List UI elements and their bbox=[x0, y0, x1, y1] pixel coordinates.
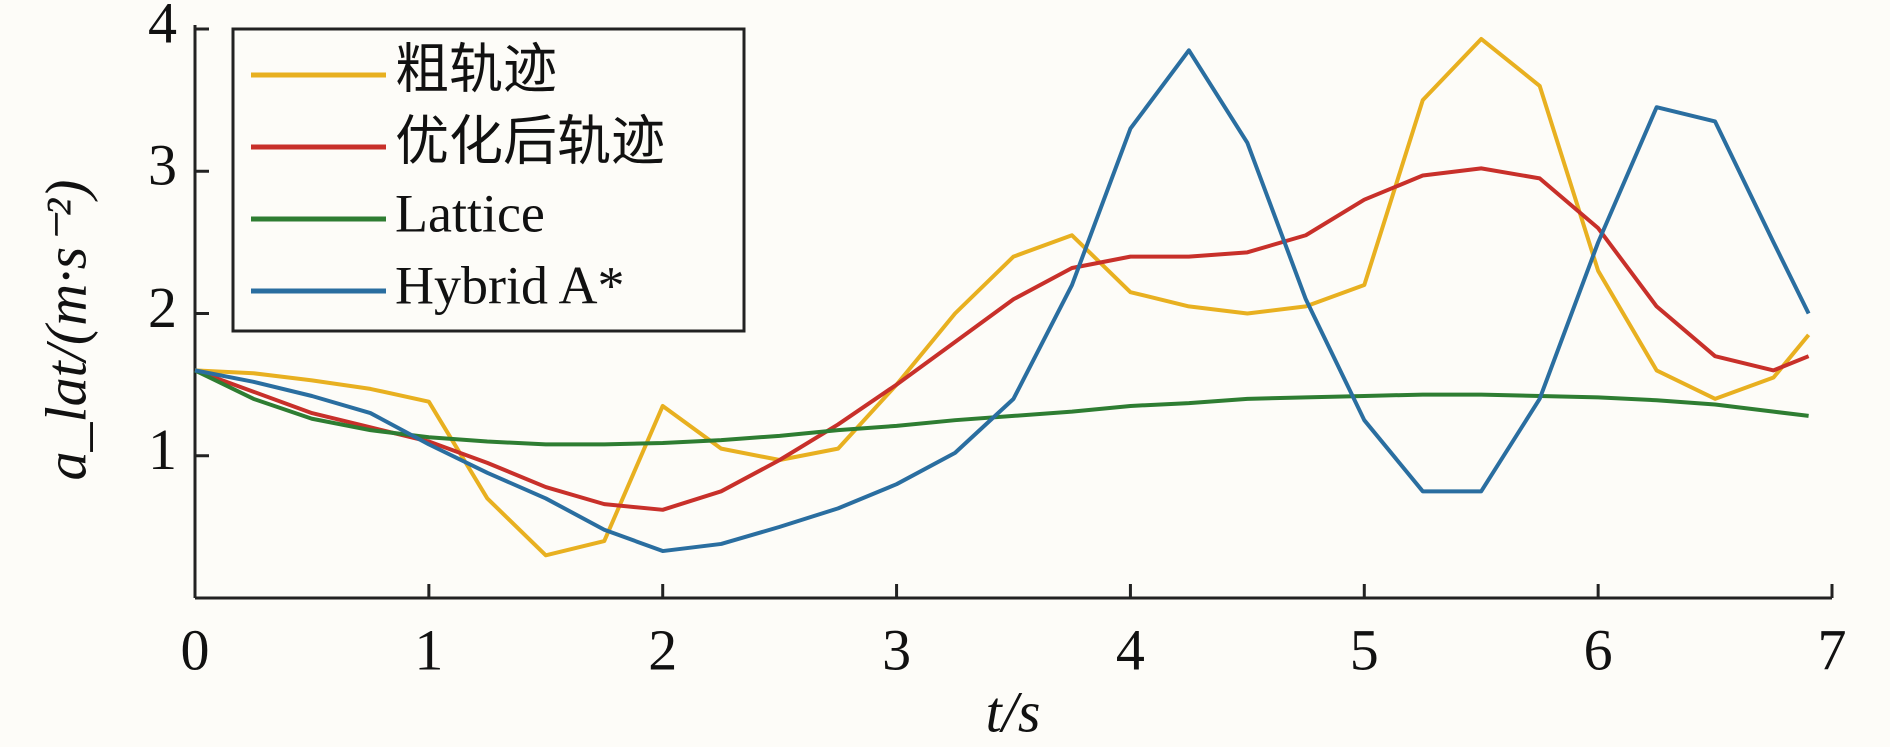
series-line bbox=[194, 36, 1811, 558]
x-tick-label: 2 bbox=[648, 617, 677, 682]
x-tick-label: 7 bbox=[1818, 617, 1847, 682]
legend-label: Lattice bbox=[395, 183, 545, 243]
series-line bbox=[194, 48, 1811, 554]
x-tick-label: 3 bbox=[882, 617, 911, 682]
series-line bbox=[194, 166, 1810, 512]
y-tick-label: 3 bbox=[148, 133, 177, 198]
x-tick-label: 6 bbox=[1584, 617, 1613, 682]
x-tick-label: 5 bbox=[1350, 617, 1379, 682]
y-tick-label: 2 bbox=[148, 275, 177, 340]
legend-label: 优化后轨迹 bbox=[395, 111, 665, 171]
x-tick-label: 4 bbox=[1116, 617, 1145, 682]
legend-label: 粗轨迹 bbox=[395, 39, 557, 99]
y-axis-label: a_lat/(m·s⁻²) bbox=[33, 180, 98, 481]
legend-box bbox=[231, 27, 746, 333]
series-line bbox=[194, 368, 1809, 447]
x-tick-label: 0 bbox=[181, 617, 210, 682]
x-axis-label: t/s bbox=[986, 679, 1041, 744]
y-tick-label: 1 bbox=[148, 417, 177, 482]
legend-label: Hybrid A* bbox=[395, 255, 625, 315]
y-tick-label: 4 bbox=[148, 0, 177, 55]
x-tick-label: 1 bbox=[414, 617, 443, 682]
